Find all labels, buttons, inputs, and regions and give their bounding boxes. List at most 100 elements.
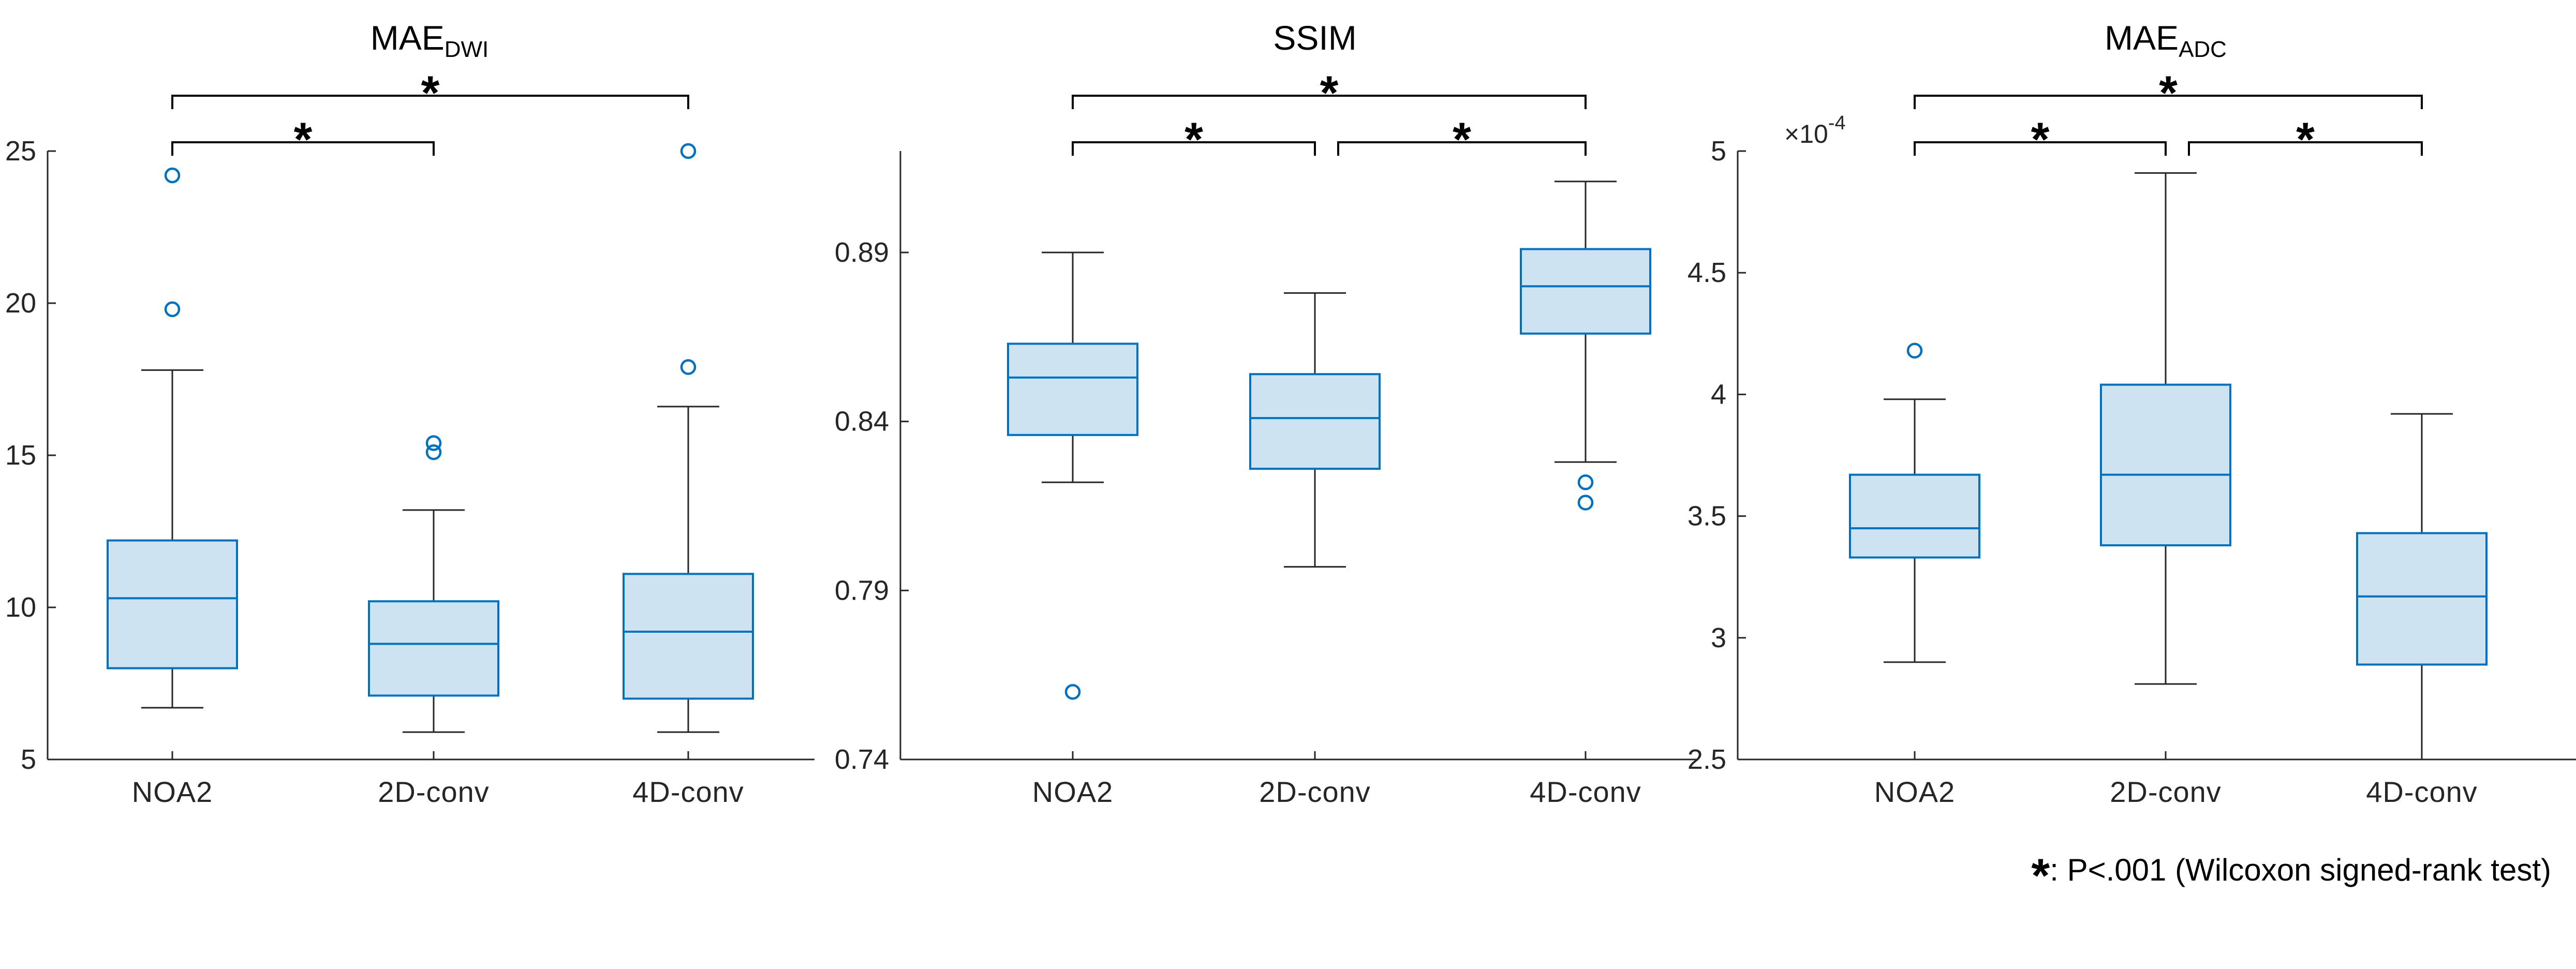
significance-star: * [2031,113,2050,166]
outlier-point [1906,342,1923,359]
box-series [1849,172,2488,761]
iqr-box [623,573,754,700]
title-main: SSIM [1273,19,1356,57]
title-main: MAE [371,19,445,57]
significance-bracket: * [1914,113,2167,166]
bracket-line [2188,141,2423,156]
significance-bracket: * [1337,113,1587,166]
outlier-point [1064,684,1081,700]
outlier-point [680,143,697,159]
box-noa2 [107,167,238,709]
iqr-box [1249,373,1381,470]
x-tick-label: NOA2 [132,776,213,808]
axes: 5 10 15 20 25 NOA2 2D-conv 4D-conv [5,136,815,808]
outlier-point [680,359,697,375]
panel-mae-dwi: MAEDWI 5 10 15 20 25 NOA2 2D-conv 4D-conv ** [5,19,815,808]
y-tick-label: 5 [1711,136,1726,167]
iqr-box [1007,342,1138,436]
bracket-line [1072,141,1316,156]
box-series [1007,181,1651,700]
y-tick-label: 0.89 [835,237,889,268]
panel-title: MAEDWI [371,19,489,62]
box-2d-conv [368,435,499,733]
y-tick-label: 0.79 [835,575,889,606]
iqr-box [1849,473,1980,559]
bracket-line [171,141,435,156]
bracket-line [1914,141,2167,156]
box-noa2 [1849,342,1980,663]
y-tick-label: 4 [1711,379,1726,410]
box-2d-conv [1249,292,1381,568]
y-tick-label: 20 [5,288,36,319]
significance-brackets: * * * [1072,67,1587,166]
panel-title: SSIM [1273,19,1356,57]
box-4d-conv [1520,181,1651,511]
bracket-line [1072,95,1587,109]
x-tick-label: 2D-conv [1259,776,1371,808]
outlier-point [164,301,181,318]
y-tick-label: 0.74 [835,744,889,775]
panel-mae-adc: MAEADC ×10-4 2.5 3 3.5 4 4.5 5 NOA2 2D-conv 4D-c… [1687,19,2576,808]
iqr-box [2356,532,2488,666]
x-tick-label: 4D-conv [1530,776,1641,808]
iqr-box [2100,383,2231,547]
bracket-line [1337,141,1587,156]
iqr-box [1520,248,1651,335]
footnote-star: * [2031,849,2050,902]
box-noa2 [1007,251,1138,700]
outlier-point [164,167,181,184]
significance-bracket: * [1072,113,1316,166]
y-tick-label: 4.5 [1687,257,1726,288]
outlier-point [425,444,442,460]
iqr-box [107,539,238,669]
y-tick-label: 10 [5,592,36,623]
significance-star: * [421,67,440,120]
significance-brackets: * * * [1914,67,2423,166]
significance-star: * [1453,113,1471,166]
box-series [107,143,754,733]
axis-multiplier-exponent: -4 [1828,112,1846,134]
x-tick-label: NOA2 [1032,776,1114,808]
axes: 2.5 3 3.5 4 4.5 5 NOA2 2D-conv 4D-conv [1687,136,2576,808]
box-4d-conv [623,143,754,733]
x-tick-label: NOA2 [1874,776,1956,808]
title-main: MAE [2105,19,2179,57]
outlier-point [425,435,442,451]
significance-bracket: * [171,67,689,120]
significance-bracket: * [1914,67,2423,120]
axis-multiplier: ×10-4 [1784,112,1846,148]
axes: 0.74 0.79 0.84 0.89 NOA2 2D-conv 4D-conv [835,151,1698,808]
footnote-text: : P<.001 (Wilcoxon signed-rank test) [2050,853,2551,887]
box-2d-conv [2100,172,2231,685]
x-tick-label: 2D-conv [378,776,490,808]
x-tick-label: 4D-conv [632,776,744,808]
bracket-line [1914,95,2423,109]
significance-bracket: * [171,113,435,166]
y-tick-label: 2.5 [1687,744,1726,775]
outlier-point [1577,474,1594,490]
y-tick-label: 3 [1711,622,1726,653]
panel-title: MAEADC [2105,19,2227,62]
significance-bracket: * [2188,113,2423,166]
significance-star: * [2159,67,2178,120]
y-tick-label: 0.84 [835,406,889,437]
significance-star: * [1185,113,1203,166]
axis-multiplier-base: ×10 [1784,120,1828,148]
y-tick-label: 3.5 [1687,501,1726,532]
iqr-box [368,600,499,697]
significance-star: * [1320,67,1339,120]
x-tick-label: 4D-conv [2366,776,2478,808]
y-tick-label: 15 [5,440,36,471]
bracket-line [171,95,689,109]
x-tick-label: 2D-conv [2110,776,2222,808]
y-tick-label: 5 [21,744,36,775]
significance-brackets: ** [171,67,689,166]
footnote: *: P<.001 (Wilcoxon signed-rank test) [2031,849,2551,902]
title-subscript: ADC [2179,37,2227,62]
y-tick-label: 25 [5,136,36,167]
outlier-point [1577,495,1594,511]
significance-star: * [2296,113,2315,166]
